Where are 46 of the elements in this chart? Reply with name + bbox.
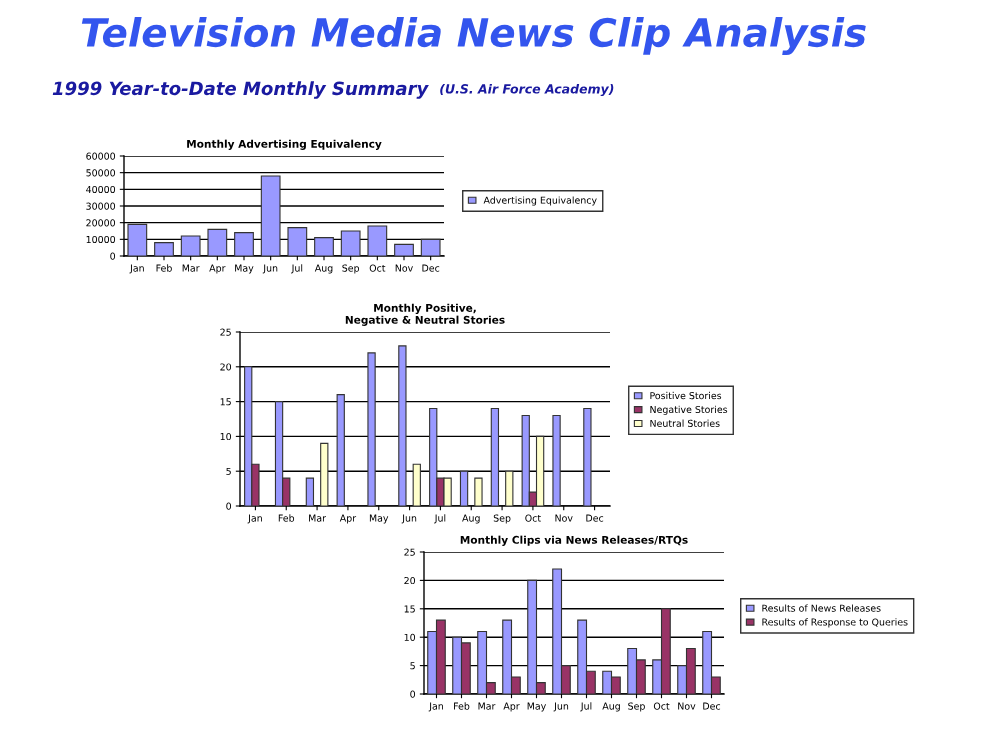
bar bbox=[305, 477, 315, 506]
bar bbox=[602, 670, 613, 694]
bar bbox=[244, 366, 253, 506]
bar bbox=[505, 470, 514, 506]
bar bbox=[521, 414, 530, 506]
bar bbox=[552, 568, 563, 694]
bar bbox=[535, 435, 545, 506]
bar bbox=[314, 237, 334, 256]
text: Television Media News Clip Analysis bbox=[81, 17, 866, 55]
bar bbox=[702, 630, 713, 694]
bar bbox=[274, 401, 284, 506]
bar bbox=[420, 238, 441, 256]
bar bbox=[460, 642, 471, 694]
bar bbox=[474, 477, 483, 506]
bar bbox=[394, 243, 414, 256]
bar bbox=[412, 463, 421, 506]
bar bbox=[490, 408, 500, 506]
bar bbox=[583, 408, 592, 506]
bar bbox=[367, 352, 376, 506]
bar bbox=[459, 470, 469, 506]
bar bbox=[452, 636, 463, 694]
bar bbox=[234, 232, 254, 256]
bar bbox=[443, 477, 452, 506]
bar bbox=[398, 345, 407, 506]
bar bbox=[627, 648, 638, 694]
bar bbox=[367, 225, 388, 256]
bar bbox=[127, 223, 148, 256]
bar bbox=[320, 442, 329, 506]
bar bbox=[477, 630, 488, 694]
bar bbox=[610, 676, 621, 694]
bar bbox=[552, 414, 561, 506]
text: 1999 Year-to-Date Monthly Summary bbox=[52, 81, 429, 99]
bar bbox=[577, 619, 588, 694]
bar bbox=[685, 648, 696, 694]
bar bbox=[435, 619, 446, 694]
bar bbox=[154, 242, 174, 256]
bar bbox=[527, 579, 538, 694]
bar bbox=[180, 235, 201, 256]
bar bbox=[660, 608, 671, 694]
bar bbox=[429, 408, 438, 506]
bar bbox=[340, 230, 361, 256]
bar bbox=[287, 227, 308, 256]
bar bbox=[260, 175, 281, 256]
bar bbox=[502, 619, 513, 694]
bar bbox=[207, 228, 228, 256]
bar bbox=[336, 394, 345, 506]
